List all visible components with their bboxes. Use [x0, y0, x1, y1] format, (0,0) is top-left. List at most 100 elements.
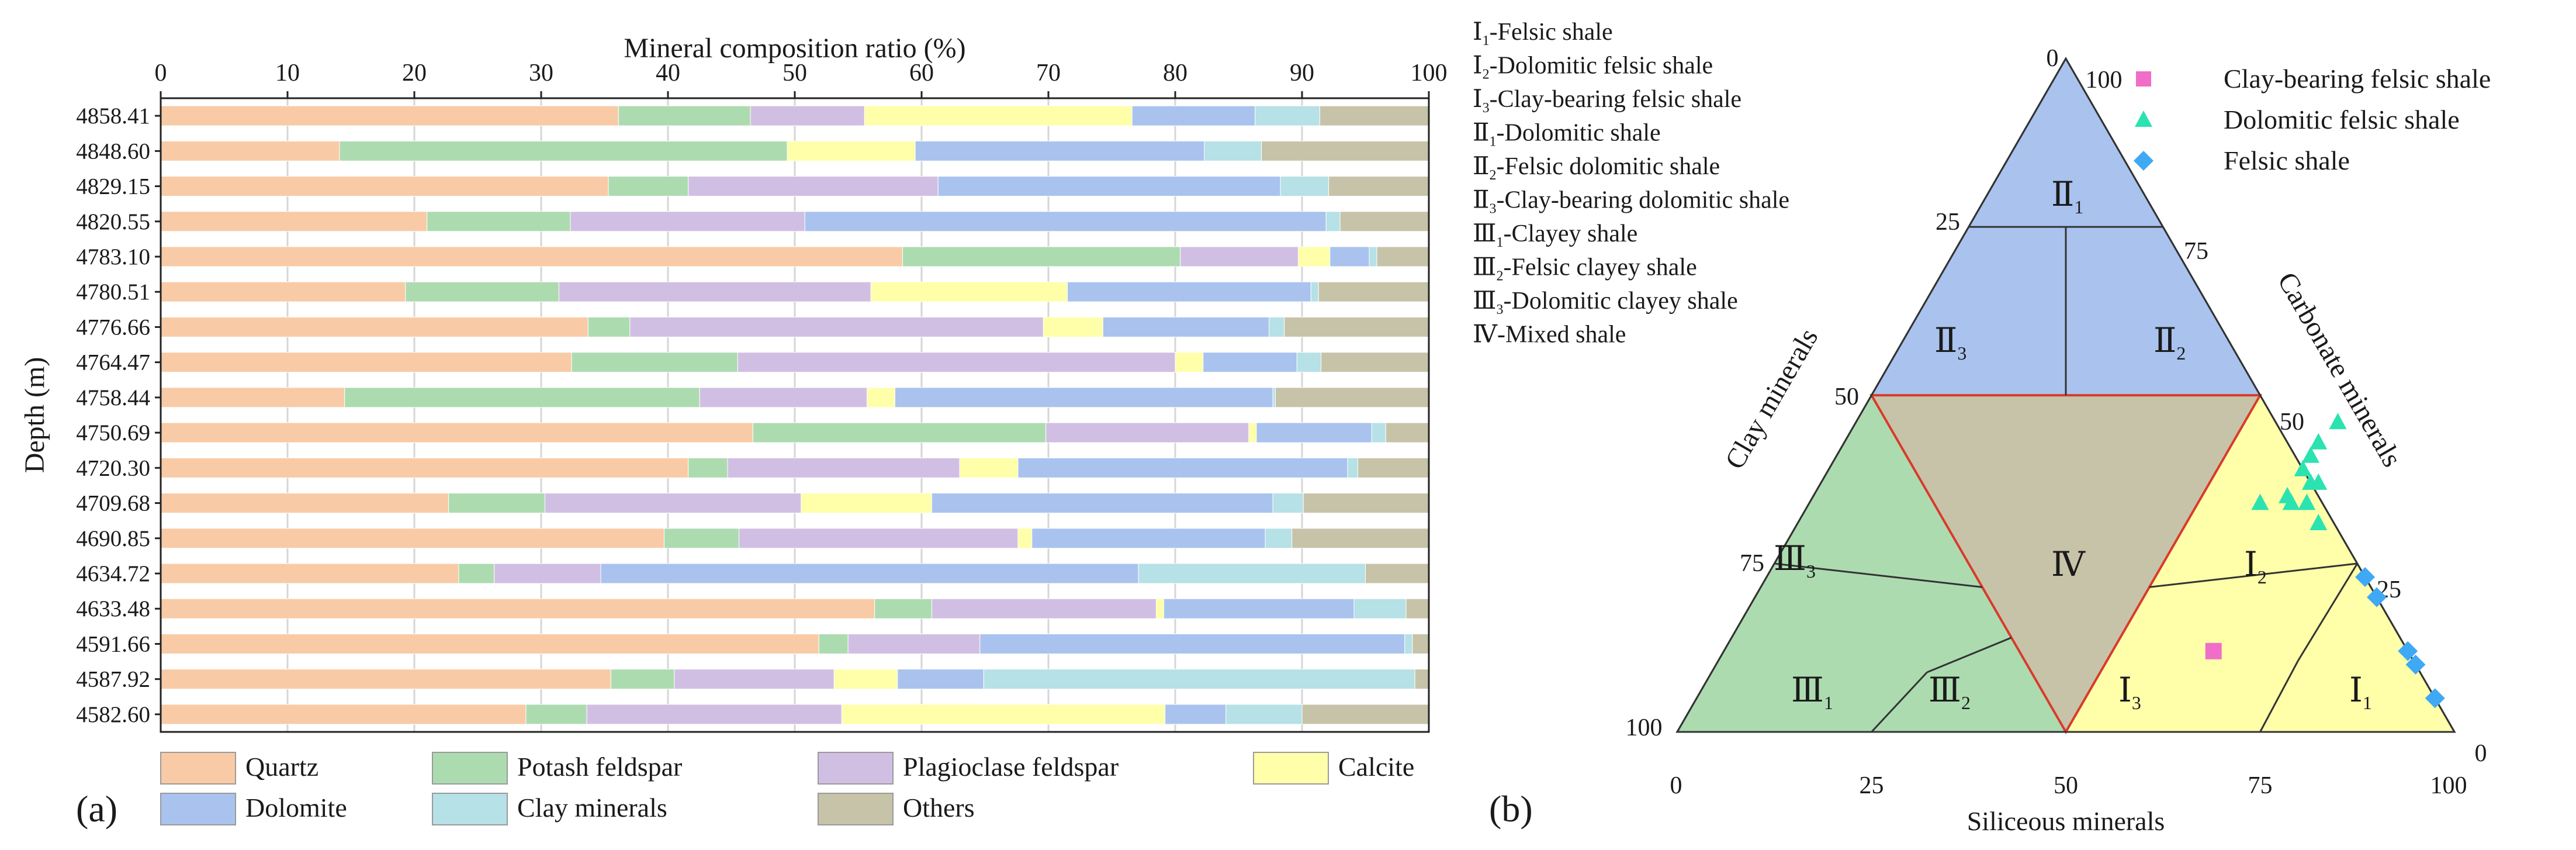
bar-segment: [1272, 493, 1304, 514]
data-point-triangle: [2251, 493, 2269, 510]
bar-segment: [1318, 281, 1429, 302]
class-numeral: Ⅰ: [1473, 53, 1483, 80]
bar-segment: [787, 140, 916, 161]
bar-segment: [494, 563, 601, 584]
region-label-ii3: Ⅱ3: [1934, 322, 1966, 364]
bar-segment: [427, 211, 571, 232]
bar-segment: [1248, 422, 1257, 443]
region-label-ii2: Ⅱ2: [2153, 322, 2186, 364]
classification-legend-item: Ⅱ1-Dolomitic shale: [1473, 120, 1661, 150]
region-label-i3-numeral: Ⅰ: [2118, 671, 2132, 709]
x-tick-label: 50: [783, 60, 807, 87]
region-label-ii1-numeral: Ⅱ: [2051, 175, 2074, 213]
class-description: -Dolomitic clayey shale: [1504, 288, 1738, 315]
bar-segment: [1414, 669, 1429, 690]
x-tick-label: 20: [402, 60, 427, 87]
class-subscript: 2: [1497, 269, 1504, 284]
series-legend-label: Felsic shale: [2224, 146, 2350, 175]
y-tick-label: 4750.69: [76, 420, 150, 445]
bar-segment: [1256, 422, 1372, 443]
bar-segment: [1310, 281, 1319, 302]
bar-segment: [750, 105, 865, 126]
bottom-tick-label: 0: [1670, 772, 1682, 799]
region-label-i1-subscript: 1: [2363, 693, 2372, 713]
legend-marker-diamond: [2134, 151, 2153, 171]
legend-label: Clay minerals: [517, 793, 667, 823]
bar-segment: [608, 176, 689, 197]
class-description: -Mixed shale: [1497, 322, 1626, 348]
data-point-triangle: [2301, 446, 2319, 463]
region-label-i2: Ⅰ2: [2244, 545, 2267, 588]
region-label-ii1-subscript: 1: [2074, 197, 2083, 217]
region-label-iii1: Ⅲ1: [1791, 671, 1833, 713]
y-tick-label: 4587.92: [76, 667, 150, 692]
data-point-triangle: [2329, 413, 2347, 430]
bar-segment: [1404, 633, 1413, 654]
bar-segment: [160, 493, 449, 514]
legend-swatch: [160, 752, 236, 785]
bar-segment: [1319, 105, 1429, 126]
classification-legend-item: Ⅰ1-Felsic shale: [1473, 19, 1613, 49]
legend-swatch: [432, 793, 508, 825]
bar-segment: [160, 176, 609, 197]
bar-segment: [1204, 140, 1262, 161]
bottom-tick-label: 75: [2248, 772, 2273, 799]
y-tick-label: 4709.68: [76, 491, 150, 516]
left-tick-label: 75: [1740, 550, 1764, 577]
bar-segment: [1102, 316, 1270, 337]
y-tick-label: 4848.60: [76, 139, 150, 164]
region-label-i1: Ⅰ1: [2349, 671, 2372, 713]
y-tick-label: 4820.55: [76, 209, 150, 234]
class-description: -Clay-bearing dolomitic shale: [1497, 187, 1790, 214]
bar-segment: [1357, 457, 1429, 478]
y-tick-label: 4690.85: [76, 526, 150, 551]
region-label-iii2-subscript: 2: [1961, 693, 1971, 713]
bar-segment: [545, 493, 802, 514]
bar-segment: [458, 563, 495, 584]
bar-segment: [864, 105, 1133, 126]
bar-segment: [979, 633, 1405, 654]
series-legend-label: Dolomitic felsic shale: [2224, 105, 2460, 134]
bar-segment: [801, 493, 932, 514]
ternary-frame: [1675, 57, 2456, 733]
bar-segment: [804, 211, 1327, 232]
bar-segment: [1365, 563, 1429, 584]
data-point-triangle: [2310, 433, 2328, 450]
bar-segment: [1180, 246, 1299, 267]
bar-segment: [160, 633, 819, 654]
data-point-diamond: [2367, 587, 2387, 607]
bar-segment: [737, 352, 1176, 373]
right-tick-label: 100: [2086, 67, 2123, 94]
bar-segment: [1280, 176, 1329, 197]
data-point-diamond: [2425, 688, 2445, 709]
bar-segment: [894, 387, 1273, 408]
data-point-square: [2205, 642, 2222, 659]
class-description: -Dolomitic felsic shale: [1490, 53, 1713, 80]
classification-legend-item: Ⅰ2-Dolomitic felsic shale: [1473, 53, 1713, 82]
bar-segment: [160, 457, 689, 478]
bar-segment: [1371, 422, 1386, 443]
class-subscript: 1: [1483, 33, 1490, 49]
bar-segment: [1165, 704, 1227, 725]
region-label-i1-numeral: Ⅰ: [2349, 671, 2363, 709]
bar-segment: [1017, 457, 1348, 478]
class-numeral: Ⅳ: [1473, 322, 1498, 348]
class-description: -Felsic shale: [1490, 19, 1613, 46]
series-legend-label: Clay-bearing felsic shale: [2224, 64, 2491, 94]
class-description: -Clay-bearing felsic shale: [1490, 86, 1741, 113]
class-description: -Felsic clayey shale: [1504, 254, 1697, 281]
bar-segment: [931, 493, 1273, 514]
bar-segment: [525, 704, 587, 725]
region-label-iv-numeral: Ⅳ: [2051, 545, 2086, 583]
classification-legend-item: Ⅱ3-Clay-bearing dolomitic shale: [1473, 187, 1789, 217]
divider-line: [2259, 660, 2299, 732]
x-tick-label: 80: [1163, 60, 1187, 87]
bar-segment: [587, 316, 631, 337]
class-subscript: 1: [1490, 134, 1497, 150]
y-tick-label: 4720.30: [76, 455, 150, 481]
bar-segment: [1301, 704, 1429, 725]
legend-label: Potash feldspar: [517, 752, 682, 782]
region-label-iii3-numeral: Ⅲ: [1774, 540, 1806, 578]
class-subscript: 3: [1497, 302, 1504, 317]
bar-segment: [1203, 352, 1297, 373]
